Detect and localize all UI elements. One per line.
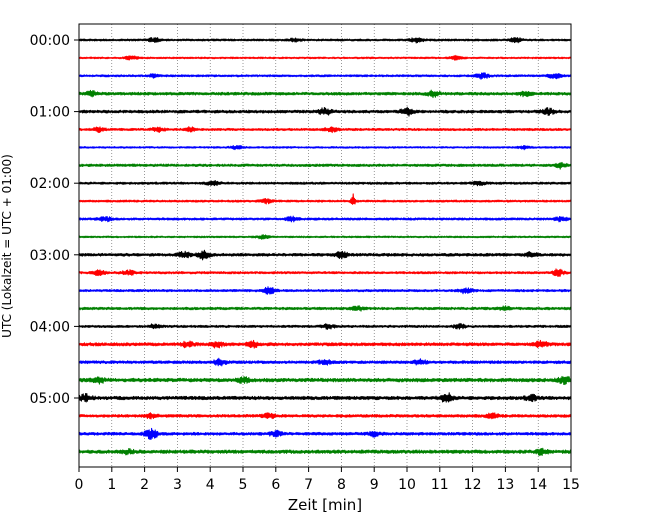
y-tick-label: 02:00 bbox=[30, 176, 70, 192]
seismogram-trace bbox=[78, 126, 572, 134]
x-tick-label: 1 bbox=[107, 477, 116, 493]
y-tick-label: 04:00 bbox=[30, 319, 70, 335]
seismogram-trace bbox=[78, 36, 572, 44]
x-tick-label: 4 bbox=[206, 477, 215, 493]
x-axis-title: Zeit [min] bbox=[288, 496, 362, 514]
x-tick-label: 11 bbox=[431, 477, 449, 493]
x-tick-label: 0 bbox=[75, 477, 84, 493]
seismogram-trace bbox=[78, 357, 572, 367]
x-tick-label: 3 bbox=[173, 477, 182, 493]
x-tick-label: 5 bbox=[239, 477, 248, 493]
y-tick-label: 01:00 bbox=[30, 105, 70, 121]
seismogram-trace bbox=[78, 286, 572, 295]
x-tick-label: 8 bbox=[337, 477, 346, 493]
seismogram-trace bbox=[78, 54, 572, 61]
x-tick-label: 12 bbox=[464, 477, 482, 493]
seismogram-trace bbox=[78, 268, 572, 277]
x-tick-label: 2 bbox=[140, 477, 149, 493]
x-tick-label: 7 bbox=[304, 477, 313, 493]
seismogram-trace bbox=[78, 72, 572, 80]
seismogram-trace bbox=[78, 89, 572, 99]
y-tick-label: 03:00 bbox=[30, 248, 70, 264]
y-tick-label: 00:00 bbox=[30, 33, 70, 49]
y-tick-label: 05:00 bbox=[30, 391, 70, 407]
plot-frame bbox=[78, 23, 572, 468]
x-axis-ticks: 0 1 2 3 4 5 6 7 8 9 10 11 12 13 14 15 bbox=[75, 467, 580, 493]
seismogram-trace bbox=[78, 161, 572, 170]
seismogram-trace bbox=[78, 412, 572, 420]
seismogram-trace bbox=[78, 144, 572, 151]
y-axis-title: UTC (Lokalzeit = UTC + 01:00) bbox=[0, 154, 14, 338]
seismogram-trace bbox=[78, 339, 572, 349]
seismogram-trace bbox=[78, 322, 572, 330]
seismogram-trace bbox=[78, 249, 572, 261]
x-tick-label: 14 bbox=[529, 477, 547, 493]
seismogram-trace bbox=[78, 427, 572, 440]
x-tick-label: 9 bbox=[370, 477, 379, 493]
seismogram-trace bbox=[78, 215, 572, 223]
seismogram-trace bbox=[78, 447, 572, 457]
x-tick-label: 6 bbox=[271, 477, 280, 493]
x-tick-label: 15 bbox=[562, 477, 580, 493]
seismogram-trace bbox=[78, 106, 572, 117]
trace-group bbox=[78, 36, 572, 457]
seismogram-trace bbox=[78, 305, 572, 312]
x-tick-label: 10 bbox=[398, 477, 416, 493]
vertical-grid bbox=[111, 24, 539, 467]
seismogram-trace bbox=[78, 375, 572, 386]
seismogram-trace bbox=[78, 180, 572, 187]
y-axis-ticks: 00:00 01:00 02:00 03:00 04:00 05:00 bbox=[30, 33, 79, 407]
seismogram-trace bbox=[78, 234, 572, 240]
seismogram-trace bbox=[78, 392, 572, 403]
x-tick-label: 13 bbox=[496, 477, 514, 493]
seismogram-trace bbox=[78, 193, 572, 205]
